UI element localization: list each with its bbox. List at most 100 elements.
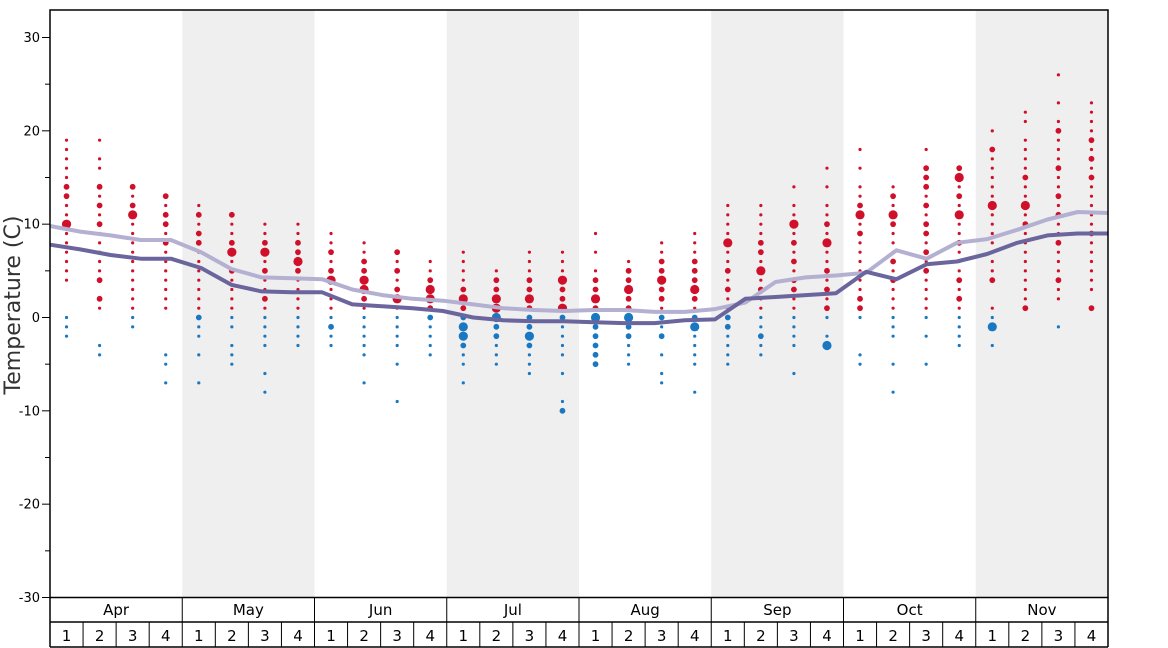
cold-point [230, 315, 234, 320]
warm-point [460, 286, 467, 293]
warm-point [64, 138, 69, 142]
warm-point [987, 200, 997, 211]
warm-point [726, 213, 730, 217]
warm-point [625, 295, 632, 302]
week-label: 2 [359, 627, 369, 645]
month-label: Jun [368, 601, 392, 619]
warm-point [858, 147, 862, 152]
warm-point [527, 259, 532, 264]
cold-point [858, 315, 862, 320]
warm-point [131, 297, 135, 301]
week-label: 4 [690, 627, 700, 645]
cold-point [362, 325, 366, 329]
cold-point [625, 323, 632, 330]
warm-point [128, 210, 138, 220]
warm-point [64, 250, 69, 254]
warm-point [824, 221, 830, 228]
cold-point [726, 362, 730, 366]
warm-point [1056, 101, 1061, 105]
warm-point [1089, 110, 1094, 114]
warm-point [759, 213, 763, 217]
warm-point [328, 267, 334, 274]
warm-point [593, 269, 598, 273]
cold-point [658, 314, 665, 321]
cold-point [592, 342, 599, 349]
warm-point [825, 166, 829, 170]
warm-point [64, 231, 69, 236]
warm-point [131, 231, 135, 236]
cold-point [660, 371, 664, 376]
warm-point [1089, 259, 1094, 264]
warm-point [359, 275, 369, 285]
warm-point [990, 269, 994, 273]
cold-point [792, 343, 796, 348]
warm-point [96, 277, 103, 284]
warm-point [890, 193, 896, 200]
warm-point [195, 239, 202, 246]
warm-point [197, 222, 201, 226]
cold-point [164, 353, 168, 357]
warm-point [1023, 213, 1027, 217]
warm-point [61, 219, 72, 229]
warm-point [990, 166, 994, 170]
warm-point [131, 278, 135, 282]
cold-point [527, 362, 532, 366]
warm-point [825, 250, 829, 254]
cold-point [1056, 325, 1061, 329]
cold-point [395, 325, 399, 329]
warm-point [131, 194, 135, 198]
week-label: 2 [756, 627, 766, 645]
warm-point [954, 172, 964, 183]
cold-point [924, 362, 928, 366]
warm-point [891, 241, 895, 245]
warm-point [724, 286, 731, 293]
warm-point [329, 241, 333, 245]
warm-point [262, 267, 268, 274]
warm-point [956, 193, 963, 200]
cold-point [395, 399, 399, 404]
warm-point [957, 185, 961, 189]
cold-point [726, 334, 730, 338]
warm-point [891, 185, 895, 189]
warm-point [262, 295, 268, 302]
warm-point [164, 250, 168, 254]
warm-point [989, 146, 996, 153]
warm-point [792, 185, 796, 189]
cold-point [329, 334, 333, 338]
warm-point [1023, 278, 1027, 282]
warm-point [924, 147, 928, 152]
cold-point [891, 315, 895, 320]
cold-point [693, 343, 697, 348]
cold-point [527, 371, 532, 376]
month-label: Sep [763, 601, 791, 619]
cold-point [494, 362, 498, 366]
warm-point [625, 267, 632, 274]
warm-point [96, 221, 103, 228]
warm-point [990, 222, 994, 226]
warm-point [1055, 193, 1062, 200]
cold-point [131, 325, 135, 329]
warm-point [1089, 250, 1094, 254]
y-axis-title: Temperature (C) [1, 216, 26, 396]
warm-point [329, 306, 333, 310]
cold-point [296, 325, 300, 329]
warm-point [96, 295, 103, 302]
cold-point [195, 314, 202, 321]
warm-point [757, 249, 764, 256]
warm-point [131, 287, 135, 292]
cold-point [724, 323, 731, 330]
cold-point [625, 333, 632, 340]
warm-point [759, 203, 763, 208]
warm-point [825, 213, 829, 217]
warm-point [956, 295, 963, 302]
warm-point [792, 297, 796, 301]
y-tick-label: 20 [23, 124, 40, 139]
cold-point [560, 399, 565, 404]
cold-point [230, 343, 234, 348]
week-label: 2 [888, 627, 898, 645]
week-label: 2 [492, 627, 502, 645]
warm-point [593, 231, 598, 236]
warm-point [825, 297, 829, 301]
warm-point [891, 269, 895, 273]
